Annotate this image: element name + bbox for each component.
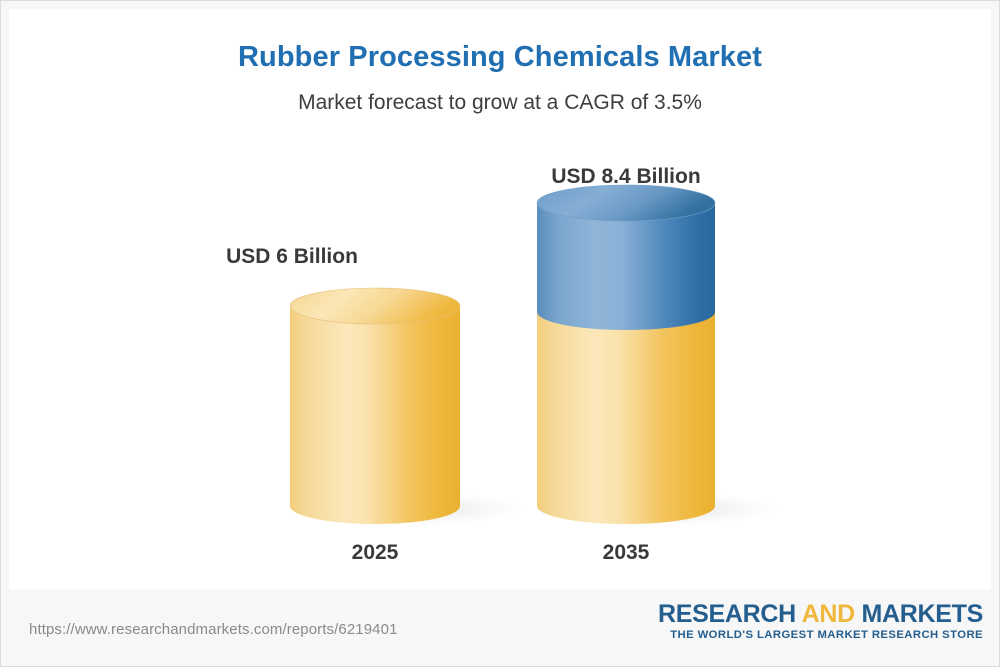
category-label-2035: 2035 <box>602 541 650 564</box>
cylinder-2035-top <box>536 184 716 222</box>
cylinder-bars-svg <box>287 184 779 526</box>
chart-canvas: Rubber Processing Chemicals Market Marke… <box>9 9 991 589</box>
report-url[interactable]: https://www.researchandmarkets.com/repor… <box>29 621 398 638</box>
cylinder-2035[interactable] <box>536 184 716 524</box>
category-label-2025: 2025 <box>351 541 399 564</box>
cylinder-2025-top <box>289 287 461 325</box>
cylinder-2025[interactable] <box>289 287 461 524</box>
logo-wordmark: RESEARCH AND MARKETS <box>658 601 983 627</box>
cylinder-2035-segment-growth <box>537 203 715 330</box>
logo-tagline: THE WORLD'S LARGEST MARKET RESEARCH STOR… <box>670 629 983 642</box>
logo-word-research: RESEARCH <box>657 600 796 628</box>
page-title: Rubber Processing Chemicals Market <box>238 41 762 73</box>
cylinder-2035-segment-base <box>537 312 715 524</box>
value-label-2035: USD 8.4 Billion <box>551 165 701 188</box>
value-label-2025: USD 6 Billion <box>226 245 358 268</box>
logo-word-markets: MARKETS <box>861 600 983 628</box>
chart-subtitle: Market forecast to grow at a CAGR of 3.5… <box>298 91 702 114</box>
cylinder-2025-body <box>290 306 460 524</box>
plot-area: USD 6 Billion <box>9 9 991 589</box>
logo-word-and: AND <box>801 600 856 628</box>
research-and-markets-logo[interactable]: RESEARCH AND MARKETS THE WORLD'S LARGEST… <box>658 601 983 641</box>
